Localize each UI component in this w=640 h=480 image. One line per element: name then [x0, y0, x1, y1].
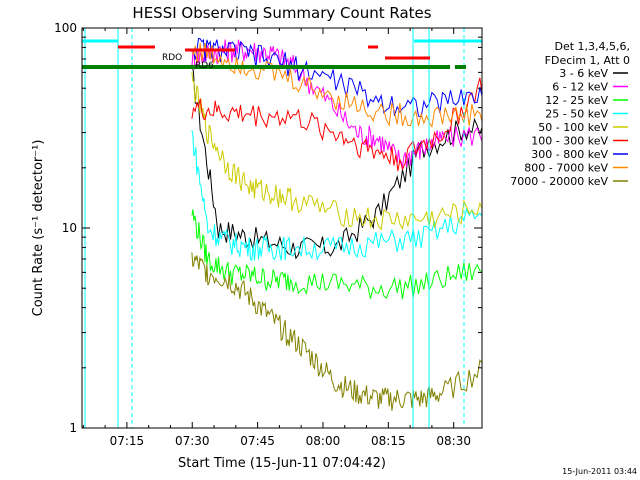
legend-label: 3 - 6 keV — [559, 67, 608, 80]
plot-frame — [81, 27, 483, 429]
rdo-flag-label: RDO — [162, 53, 182, 63]
x-tick-label: 08:00 — [306, 434, 341, 448]
x-tick-label: 08:15 — [371, 434, 406, 448]
legend-label: 800 - 7000 keV — [524, 162, 608, 175]
tick-layer: 07:15 07:30 07:45 08:00 08:15 08:30 1 10 100 — [54, 21, 482, 448]
x-tick-label: 07:30 — [175, 434, 210, 448]
x-tick-label: 08:30 — [436, 434, 471, 448]
timestamp: 15-Jun-2011 03:44 — [562, 467, 637, 476]
legend-label: 25 - 50 keV — [545, 108, 608, 121]
x-tick-label: 07:15 — [110, 434, 145, 448]
series-line — [191, 229, 483, 418]
marker-layer — [82, 28, 482, 428]
legend-label: 100 - 300 keV — [531, 135, 608, 148]
legend-label: 50 - 100 keV — [538, 121, 608, 134]
series-layer — [191, 28, 483, 418]
y-tick-label: 10 — [62, 221, 77, 235]
y-tick-label: 100 — [54, 21, 77, 35]
legend-header-line-1: Det 1,3,4,5,6, — [554, 40, 630, 53]
legend-label: 6 - 12 keV — [552, 81, 608, 94]
legend-header-line-2: FDecim 1, Att 0 — [545, 54, 630, 67]
legend-label: 300 - 800 keV — [531, 148, 608, 161]
rd6-flag-label: RD6 — [195, 61, 214, 71]
chart-title: HESSI Observing Summary Count Rates — [132, 4, 431, 22]
legend: Det 1,3,4,5,6, FDecim 1, Att 0 3 - 6 keV… — [510, 40, 630, 188]
series-line — [191, 72, 483, 231]
legend-label: 12 - 25 keV — [545, 94, 608, 107]
x-tick-label: 07:45 — [240, 434, 275, 448]
y-axis-label: Count Rate (s⁻¹ detector⁻¹) — [31, 140, 46, 317]
y-tick-label: 1 — [69, 421, 77, 435]
x-axis-label: Start Time (15-Jun-11 07:04:42) — [178, 456, 386, 471]
legend-label: 7000 - 20000 keV — [510, 175, 608, 188]
